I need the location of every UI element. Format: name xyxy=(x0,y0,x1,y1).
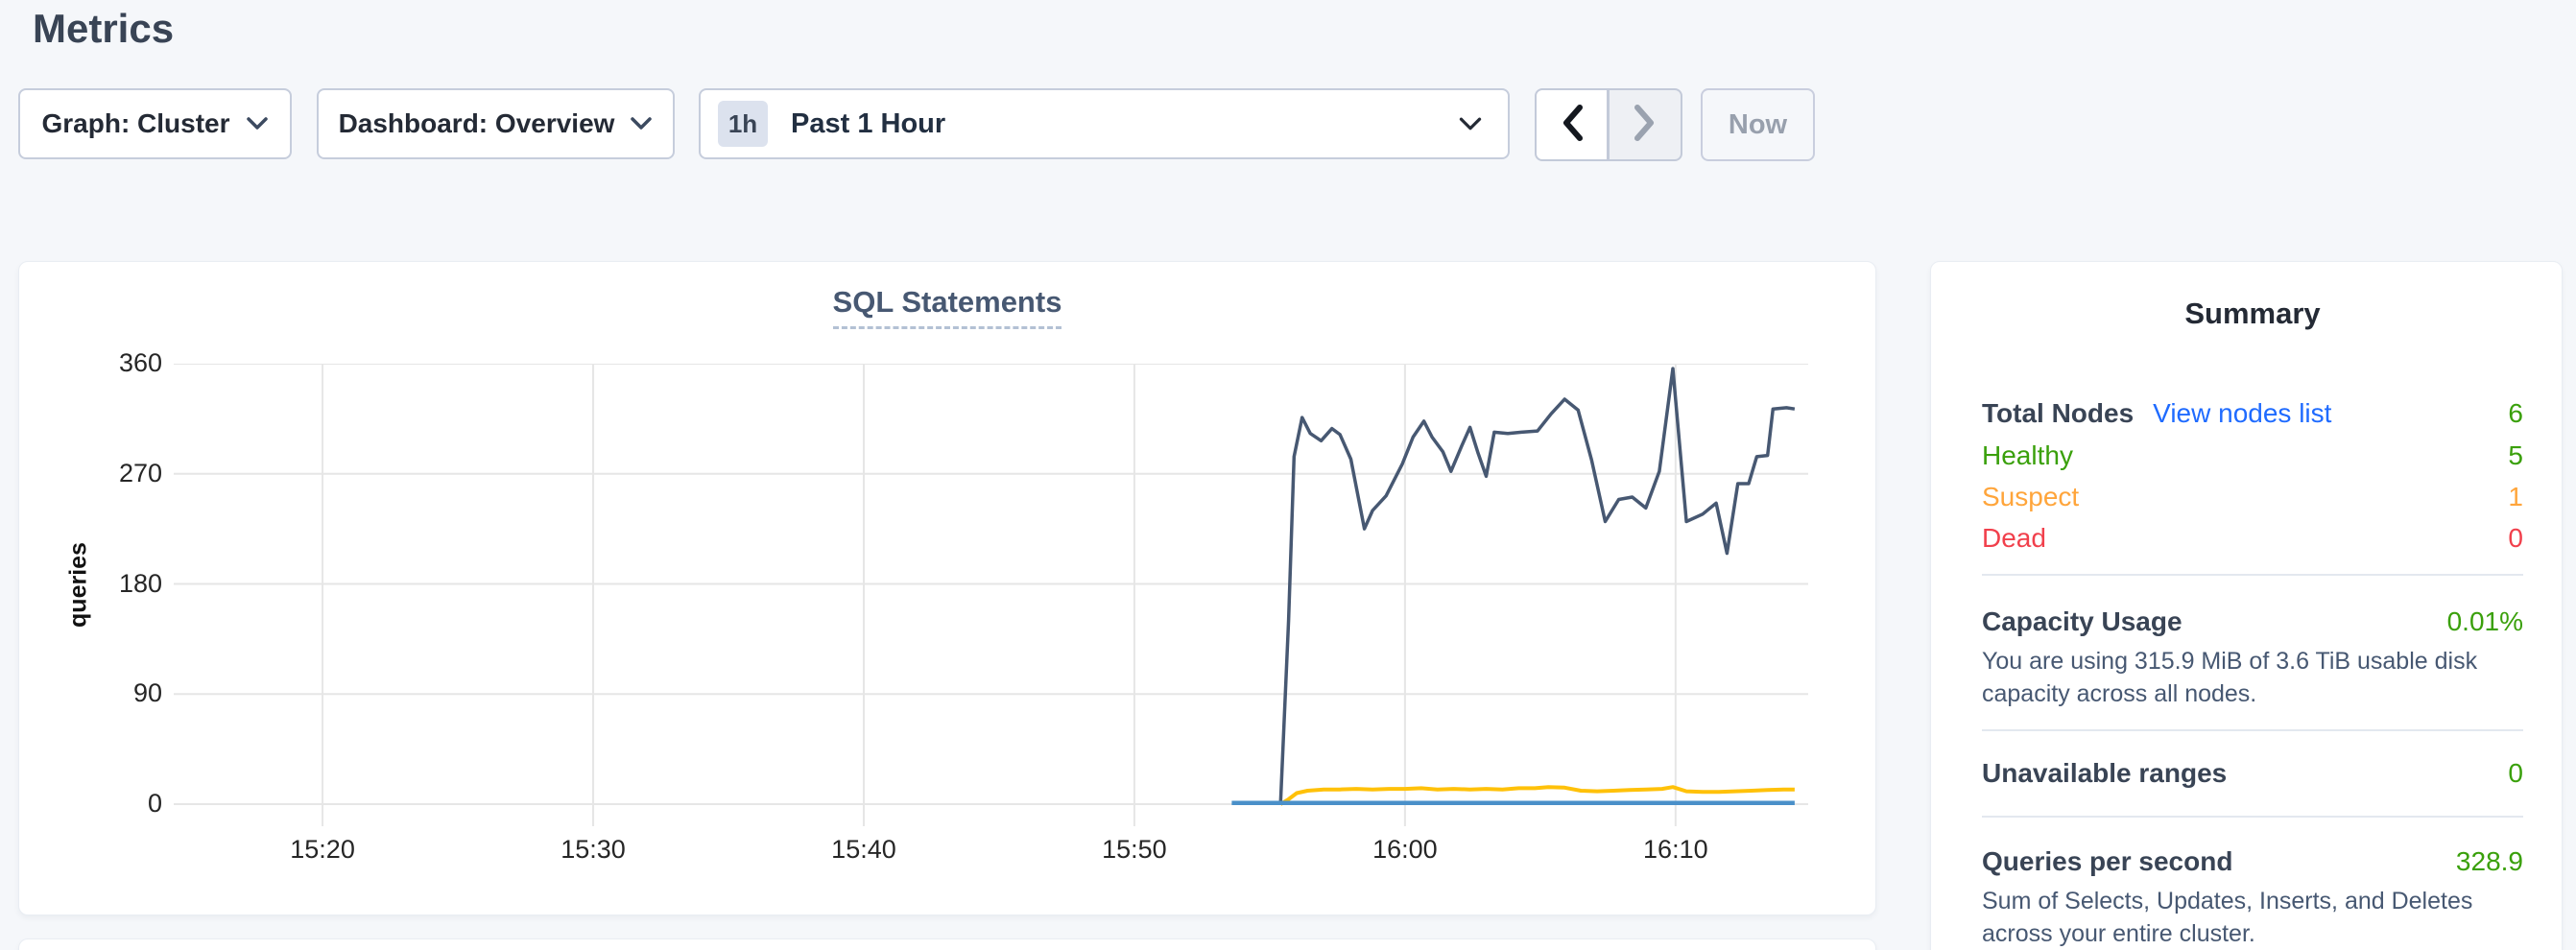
divider xyxy=(1982,816,2523,818)
time-window-nav xyxy=(1535,88,1682,161)
capacity-usage-value: 0.01% xyxy=(2446,606,2523,636)
suspect-label: Suspect xyxy=(1982,481,2080,511)
suspect-value: 1 xyxy=(2508,481,2523,511)
queries-per-second-row: Queries per second 328.9 xyxy=(1982,843,2523,881)
series-dark-slate-line xyxy=(1278,367,1796,805)
queries-per-second-description: Sum of Selects, Updates, Inserts, and De… xyxy=(1982,888,2473,947)
chevron-down-icon xyxy=(1458,116,1483,132)
dead-value: 0 xyxy=(2508,522,2523,553)
chevron-down-icon xyxy=(630,116,653,131)
y-tick-label: 0 xyxy=(147,789,162,818)
unavailable-ranges-value: 0 xyxy=(2508,758,2523,788)
queries-per-second-label: Queries per second xyxy=(1982,846,2233,876)
unavailable-ranges-label: Unavailable ranges xyxy=(1982,758,2228,788)
healthy-nodes-row: Healthy 5 xyxy=(1982,435,2523,476)
suspect-nodes-row: Suspect 1 xyxy=(1982,476,2523,517)
x-tick-label: 15:50 xyxy=(1102,835,1167,864)
next-time-window-button[interactable] xyxy=(1609,88,1682,161)
summary-title: Summary xyxy=(2184,297,2321,330)
healthy-value: 5 xyxy=(2508,439,2523,470)
dead-label: Dead xyxy=(1982,522,2046,553)
sql-statements-chart-card: SQL Statements queries 15:20 15:30 15:40 15… xyxy=(18,261,1876,915)
page-title: Metrics xyxy=(33,6,175,51)
unavailable-ranges-row: Unavailable ranges 0 xyxy=(1982,754,2523,793)
chevron-left-icon xyxy=(1559,103,1586,148)
y-tick-label: 360 xyxy=(118,348,162,377)
x-tick-label: 15:20 xyxy=(290,835,355,864)
previous-time-window-button[interactable] xyxy=(1535,88,1609,161)
time-range-label: Past 1 Hour xyxy=(791,107,946,139)
total-nodes-label: Total Nodes xyxy=(1982,398,2135,428)
chart-plot-area[interactable] xyxy=(174,363,1808,826)
chevron-down-icon xyxy=(246,116,269,131)
x-tick-label: 16:00 xyxy=(1372,835,1438,864)
healthy-label: Healthy xyxy=(1982,439,2073,470)
chevron-right-icon xyxy=(1632,103,1658,148)
dashboard-dropdown-label: Dashboard: Overview xyxy=(338,108,615,138)
time-range-selector[interactable]: 1h Past 1 Hour xyxy=(699,88,1510,159)
graph-dropdown-label: Graph: Cluster xyxy=(41,108,230,138)
x-tick-label: 15:40 xyxy=(831,835,896,864)
y-tick-label: 90 xyxy=(132,678,162,708)
total-nodes-row: Total Nodes View nodes list 6 xyxy=(1982,392,2523,435)
graph-dropdown[interactable]: Graph: Cluster xyxy=(18,88,292,159)
x-tick-label: 15:30 xyxy=(561,835,626,864)
capacity-usage-description: You are using 315.9 MiB of 3.6 TiB usabl… xyxy=(1982,648,2478,707)
series-yellow-line xyxy=(1279,785,1795,806)
capacity-usage-row: Capacity Usage 0.01% xyxy=(1982,603,2523,641)
summary-panel: Summary Total Nodes View nodes list 6 He… xyxy=(1930,261,2563,950)
capacity-usage-label: Capacity Usage xyxy=(1982,606,2182,636)
divider xyxy=(1982,729,2523,731)
dead-nodes-row: Dead 0 xyxy=(1982,517,2523,558)
line-chart xyxy=(174,363,1808,826)
queries-per-second-value: 328.9 xyxy=(2455,846,2523,876)
total-nodes-value: 6 xyxy=(2508,398,2523,428)
divider xyxy=(1982,574,2523,576)
time-range-badge: 1h xyxy=(718,101,768,147)
y-axis-label: queries xyxy=(64,542,92,628)
next-chart-card-sliver xyxy=(18,938,1876,950)
chart-title[interactable]: SQL Statements xyxy=(832,285,1062,329)
y-tick-label: 270 xyxy=(118,458,162,487)
now-button[interactable]: Now xyxy=(1701,88,1815,161)
view-nodes-list-link[interactable]: View nodes list xyxy=(2153,398,2332,428)
chart-title-wrap: SQL Statements xyxy=(19,285,1875,329)
dashboard-dropdown[interactable]: Dashboard: Overview xyxy=(317,88,675,159)
x-tick-label: 16:10 xyxy=(1643,835,1708,864)
